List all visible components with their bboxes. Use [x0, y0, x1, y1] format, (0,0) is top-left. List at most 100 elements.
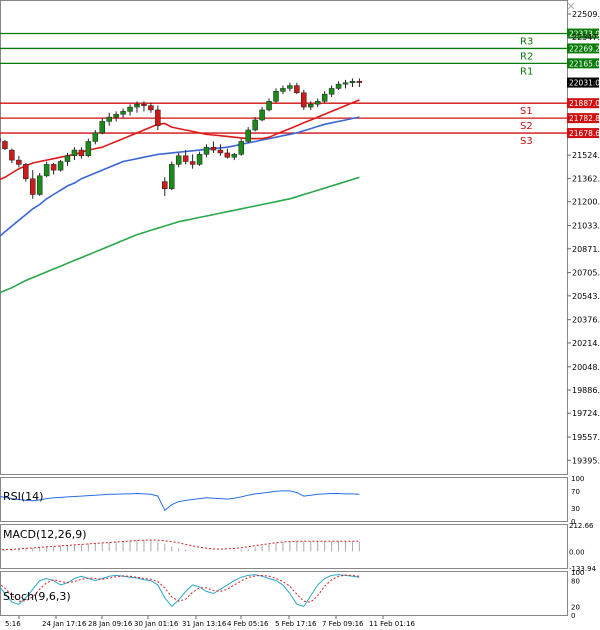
- candle-bear: [155, 109, 161, 126]
- candle-bull: [134, 103, 140, 108]
- y-tick-label: 22347.5: [572, 33, 600, 42]
- y-tick-label: 21033.5: [572, 222, 600, 231]
- x-tick-label: 11 Feb 01:16: [369, 620, 415, 628]
- candle-bull: [328, 88, 335, 95]
- level-value-r3: 22373.0: [569, 30, 600, 39]
- level-tag: [567, 28, 599, 39]
- candle-bear: [301, 92, 307, 108]
- candle-bull: [314, 101, 321, 105]
- x-tick-label: 24 Jan 17:16: [42, 620, 87, 628]
- x-tick-label: 4 Feb 05:16: [227, 620, 269, 628]
- current-price-label: 22031.0: [569, 79, 600, 88]
- level-value-r1: 22165.0: [569, 59, 600, 68]
- candle-bull: [169, 164, 175, 190]
- candle-bull: [259, 109, 265, 121]
- candle-bull: [266, 101, 272, 111]
- candle-bear: [162, 181, 168, 190]
- x-tick-label: 28 Jan 09:16: [88, 620, 133, 628]
- y-tick-label: 21362.0: [572, 174, 600, 183]
- candle-bull: [273, 91, 279, 102]
- x-tick-label: 30 Jan 01:16: [134, 620, 179, 628]
- y-tick-label: 22509.5: [572, 10, 600, 19]
- ma-green-line: [0, 176, 360, 294]
- level-name-s3: S3: [520, 136, 533, 147]
- macd-tick-label: -133.94: [569, 565, 597, 573]
- y-tick-label: 20376.5: [572, 316, 600, 325]
- macd-label: MACD(12,26,9): [3, 528, 87, 541]
- candle-bear: [141, 103, 147, 106]
- level-name-s1: S1: [520, 106, 533, 117]
- candle-bull: [231, 154, 238, 158]
- level-name-s2: S2: [520, 121, 533, 132]
- stoch-label: Stoch(9,6,3): [3, 590, 71, 603]
- candle-bear: [224, 152, 231, 158]
- stoch-k-line: [0, 574, 360, 608]
- candle-bear: [16, 159, 22, 165]
- candle-bear: [78, 149, 85, 157]
- rsi-line: [0, 490, 360, 512]
- stoch-tick-label: 100: [571, 569, 584, 577]
- candle-bull: [71, 149, 78, 157]
- candle-bear: [23, 164, 29, 179]
- stoch-d-line: [0, 574, 360, 603]
- x-tick-label: 5:16: [5, 620, 21, 628]
- rsi-tick-label: 0: [571, 518, 575, 526]
- stoch-tick-label: 80: [571, 578, 580, 586]
- level-name-r2: R2: [520, 51, 533, 62]
- candle-bull: [203, 146, 210, 155]
- candle-bull: [57, 161, 64, 171]
- rsi-label: RSI(14): [3, 490, 43, 503]
- candle-bull: [238, 141, 244, 155]
- price-panel: [0, 0, 568, 475]
- level-tag: [567, 128, 599, 139]
- y-tick-label: 19886.0: [572, 386, 600, 395]
- candle-bull: [120, 111, 126, 115]
- candle-bear: [189, 161, 196, 165]
- level-value-r2: 22269.2: [569, 44, 600, 53]
- rsi-panel: [0, 477, 568, 522]
- candle-bull: [196, 154, 203, 165]
- candle-bull: [335, 83, 342, 89]
- level-name-r1: R1: [520, 66, 533, 77]
- candle-bull: [43, 164, 50, 177]
- candle-bear: [9, 149, 15, 161]
- level-tag: [567, 43, 599, 54]
- candle-bull: [113, 113, 119, 118]
- level-value-s3: 21678.6: [569, 129, 600, 138]
- candle-bull: [349, 81, 356, 83]
- candle-bear: [30, 178, 36, 195]
- candle-bull: [175, 155, 182, 165]
- x-tick-label: 5 Feb 17:16: [275, 620, 317, 628]
- rsi-tick-label: 30: [571, 505, 580, 513]
- stoch-tick-label: 0: [571, 612, 575, 620]
- candle-bull: [85, 141, 92, 157]
- close-icon[interactable]: [567, 2, 575, 10]
- candle-bull: [342, 82, 349, 85]
- ma-blue-line: [0, 116, 360, 237]
- candle-bull: [287, 85, 293, 89]
- candle-bear: [182, 155, 189, 162]
- level-value-s2: 21782.8: [569, 114, 600, 123]
- candle-bull: [92, 132, 99, 142]
- x-tick-label: 7 Feb 09:16: [322, 620, 364, 628]
- y-tick-label: 19557.5: [572, 433, 600, 442]
- candle-bear: [2, 141, 8, 149]
- level-value-s1: 21887.0: [569, 99, 600, 108]
- macd-signal-line: [0, 539, 360, 551]
- candle-bear: [210, 146, 217, 151]
- candle-bull: [245, 129, 251, 142]
- y-tick-label: 21200.0: [572, 198, 600, 207]
- y-tick-label: 20705.0: [572, 269, 600, 278]
- candle-bear: [294, 85, 300, 93]
- candle-bull: [36, 175, 43, 195]
- x-tick-label: 31 Jan 13:16: [182, 620, 227, 628]
- macd-tick-label: 212.66: [569, 522, 594, 530]
- stoch-tick-label: 20: [571, 603, 580, 611]
- macd-tick-label: 0.00: [569, 548, 585, 556]
- candle-bear: [0, 138, 1, 142]
- level-tag: [567, 113, 599, 124]
- rsi-tick-label: 100: [571, 475, 584, 483]
- candle-bear: [356, 81, 363, 83]
- candle-bear: [148, 105, 154, 111]
